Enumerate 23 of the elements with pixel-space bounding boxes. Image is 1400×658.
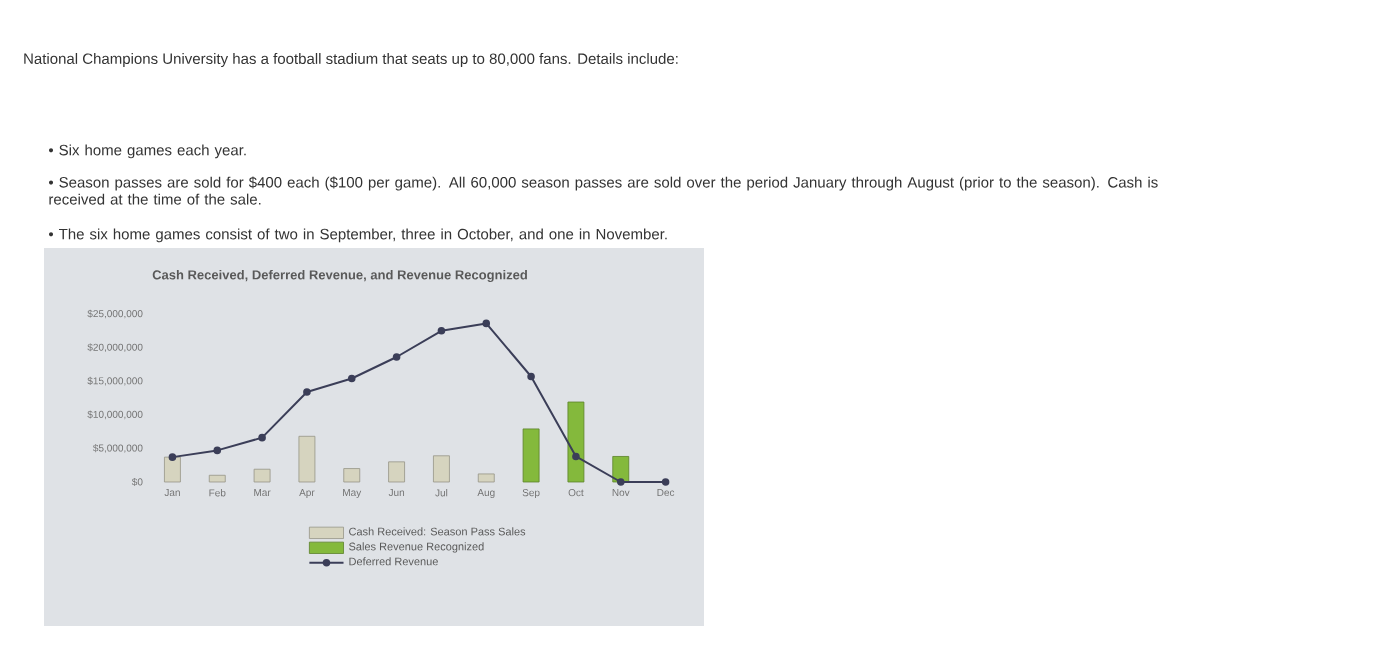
point — [392, 353, 401, 361]
bar — [164, 456, 181, 483]
point — [347, 374, 356, 383]
point — [213, 446, 222, 455]
bar — [522, 428, 540, 483]
point — [482, 319, 491, 328]
point — [437, 327, 446, 335]
bar — [343, 468, 361, 483]
point — [616, 478, 625, 486]
bar — [612, 456, 630, 483]
point — [258, 433, 266, 442]
bar — [567, 401, 585, 483]
point — [303, 388, 311, 396]
bar — [477, 473, 495, 483]
point — [572, 452, 580, 461]
bar — [253, 468, 271, 483]
bar — [298, 435, 316, 483]
bar — [388, 461, 405, 483]
point — [168, 453, 177, 461]
point — [661, 478, 670, 486]
bar — [433, 455, 450, 483]
point — [527, 372, 535, 381]
bar — [208, 474, 226, 483]
